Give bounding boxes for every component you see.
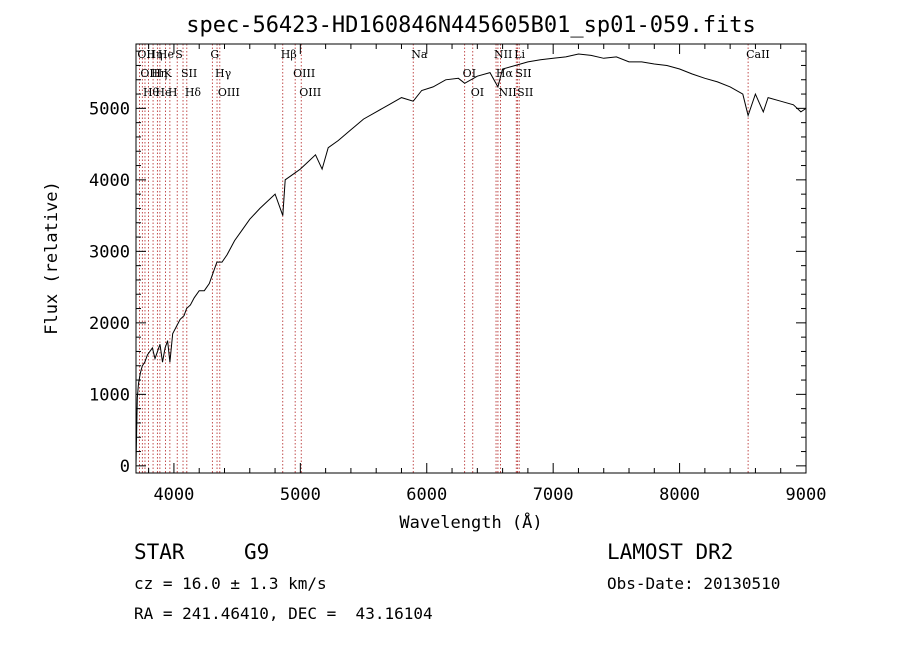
emission-line-label: NII [494,48,512,61]
emission-line-label: OI [463,67,476,80]
emission-line-label: SII [515,67,531,80]
obs-date-text: Obs-Date: 20130510 [607,574,781,593]
emission-line-labels: OIIOIIIHθHηHηHeHeKHSSIIHδGHγOIIIHβOIIIOI… [137,48,769,99]
emission-line-label: K [164,67,173,80]
class-label: STAR [134,540,185,564]
emission-line-label: OIII [218,86,240,99]
emission-line-label: G [210,48,219,61]
survey-label: LAMOST DR2 [607,540,734,564]
emission-line-label: He [155,86,171,99]
emission-line-label: Hη [151,67,167,80]
y-axis-label: Flux (relative) [42,181,62,335]
emission-line-label: Na [411,48,428,61]
emission-line-label: CaII [746,48,770,61]
y-tick-label: 3000 [89,242,130,262]
emission-line-label: H [168,86,178,99]
emission-line-label: Hβ [281,48,297,61]
y-tick-label: 0 [120,457,130,477]
redshift-text: cz = 16.0 ± 1.3 km/s [134,574,327,593]
plot-frame [135,43,807,474]
subclass-label: G9 [244,540,270,564]
emission-line-markers [139,44,749,473]
y-tick-label: 5000 [89,99,130,119]
emission-line-label: SII [181,67,197,80]
emission-line-label: Hθ [143,86,160,99]
x-tick-label: 4000 [153,485,194,505]
y-tick-label: 1000 [89,385,130,405]
emission-line-label: Li [514,48,525,61]
emission-line-label: SII [517,86,533,99]
emission-line-label: Hη [146,48,162,61]
coordinates-text: RA = 241.46410, DEC = 43.16104 [134,604,433,623]
x-tick-label: 5000 [280,485,321,505]
x-tick-label: 6000 [406,485,447,505]
emission-line-label: Hα [496,67,514,80]
emission-line-label: Hγ [215,67,232,80]
x-axis-label: Wavelength (Å) [399,511,542,533]
emission-line-label: OI [471,86,484,99]
emission-line-label: OIII [140,67,162,80]
emission-line-label: OIII [293,67,315,80]
emission-line-label: S [175,48,183,61]
y-tick-label: 2000 [89,314,130,334]
x-tick-label: 7000 [533,485,574,505]
emission-line-label: OII [137,48,155,61]
x-axis-ticks: 4000 5000 6000 7000 8000 9000 [148,44,827,505]
emission-line-label: NII [498,86,516,99]
emission-line-label: Hδ [185,86,202,99]
x-tick-label: 9000 [786,485,827,505]
spectrum-line [135,53,807,466]
emission-line-label: OIII [299,86,321,99]
chart-title: spec-56423-HD160846N445605B01_sp01-059.f… [186,13,756,38]
emission-line-label: He [158,48,174,61]
y-axis-ticks: 0 1000 2000 3000 4000 5000 [89,50,806,477]
y-tick-label: 4000 [89,171,130,191]
x-tick-label: 8000 [659,485,700,505]
